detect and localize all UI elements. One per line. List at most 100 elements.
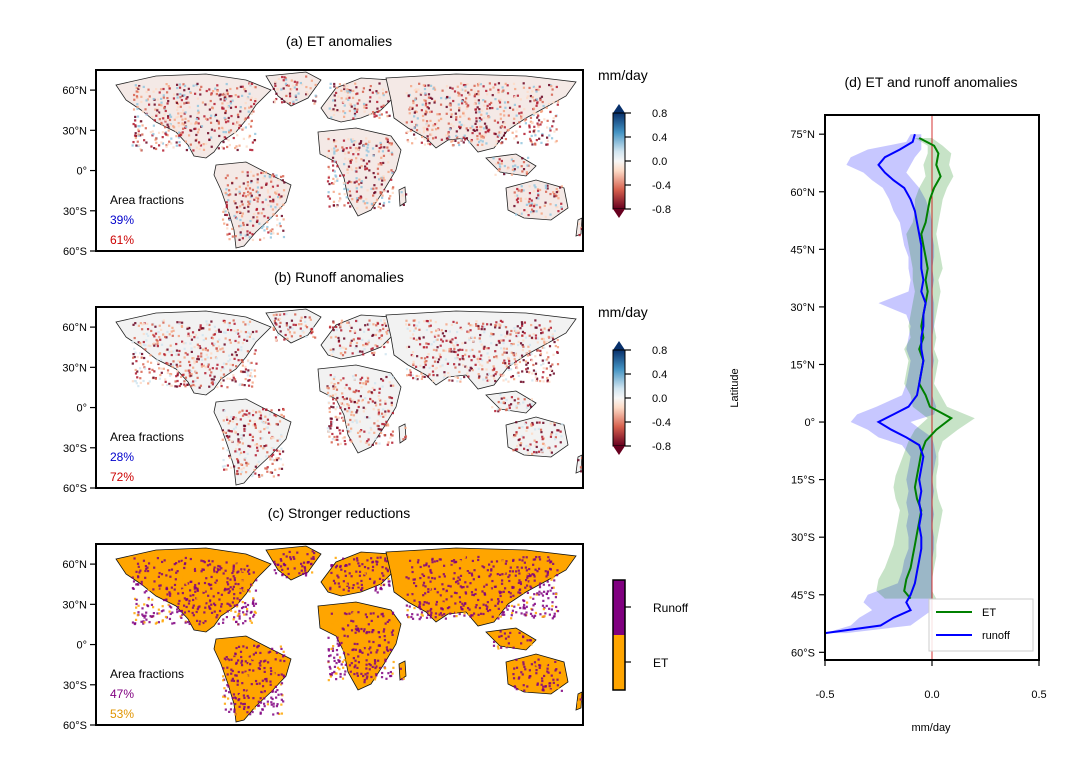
map-pixel — [533, 579, 536, 582]
map-pixel — [539, 573, 542, 576]
map-pixel — [261, 171, 265, 174]
colorbar-tick-label: 0.4 — [652, 132, 667, 144]
map-pixel — [340, 329, 343, 332]
map-pixel — [236, 614, 239, 617]
map-pixel — [211, 367, 214, 370]
map-pixel — [181, 109, 185, 112]
map-pixel — [243, 192, 246, 195]
map-pixel — [477, 327, 480, 330]
map-pixel — [354, 628, 358, 631]
map-pixel — [250, 179, 253, 183]
lat-tick-label: 0° — [76, 166, 87, 178]
map-pixel — [156, 339, 159, 343]
map-pixel — [373, 662, 377, 665]
map-pixel — [270, 232, 273, 235]
map-pixel — [356, 642, 359, 646]
map-pixel — [539, 379, 542, 383]
map-pixel — [165, 144, 168, 147]
map-pixel — [226, 227, 229, 230]
map-pixel — [247, 210, 250, 213]
map-pixel — [271, 458, 274, 461]
map-pixel — [282, 229, 285, 232]
map-pixel — [367, 443, 371, 446]
map-pixel — [515, 431, 518, 434]
map-pixel — [169, 575, 172, 578]
map-pixel — [269, 205, 273, 208]
map-pixel — [267, 196, 270, 199]
map-pixel — [300, 323, 303, 326]
map-pixel — [549, 368, 552, 371]
map-pixel — [441, 364, 444, 367]
map-pixel — [507, 114, 510, 117]
map-pixel — [229, 604, 232, 608]
map-pixel — [235, 620, 238, 624]
map-pixel — [521, 157, 524, 160]
map-pixel — [373, 184, 376, 187]
map-pixel — [537, 197, 540, 200]
map-pixel — [236, 148, 239, 152]
map-pixel — [509, 344, 513, 347]
map-pixel — [222, 331, 226, 334]
map-pixel — [282, 553, 285, 556]
map-pixel — [490, 568, 493, 571]
map-pixel — [333, 94, 336, 97]
map-pixel — [260, 420, 264, 423]
map-pixel — [374, 404, 378, 407]
map-pixel — [244, 605, 248, 608]
map-pixel — [206, 608, 210, 611]
map-pixel — [251, 188, 255, 191]
map-pixel — [484, 596, 487, 599]
map-pixel — [347, 151, 350, 154]
map-pixel — [419, 580, 422, 584]
map-pixel — [577, 459, 580, 462]
map-pixel — [227, 429, 230, 432]
map-pixel — [301, 565, 304, 568]
map-pixel — [135, 570, 138, 573]
map-pixel — [135, 583, 138, 586]
map-pixel — [256, 219, 259, 222]
map-pixel — [181, 127, 185, 130]
map-pixel — [131, 380, 134, 383]
map-pixel — [327, 195, 330, 198]
map-pixel — [166, 134, 169, 137]
map-pixel — [275, 92, 278, 95]
map-pixel — [458, 106, 461, 110]
map-pixel — [299, 319, 302, 322]
map-pixel — [255, 196, 258, 199]
panel-a-map — [115, 71, 583, 249]
map-pixel — [384, 644, 387, 647]
map-pixel — [248, 231, 252, 234]
map-pixel — [252, 409, 255, 412]
map-pixel — [138, 84, 141, 88]
map-pixel — [237, 121, 240, 124]
map-pixel — [198, 147, 201, 151]
map-pixel — [150, 603, 154, 606]
map-pixel — [510, 173, 513, 176]
map-pixel — [503, 605, 506, 608]
map-pixel — [167, 99, 170, 103]
map-pixel — [541, 615, 544, 618]
map-pixel — [445, 112, 448, 115]
map-pixel — [254, 454, 257, 457]
map-pixel — [140, 571, 143, 575]
map-pixel — [506, 356, 510, 359]
map-pixel — [413, 319, 417, 322]
map-pixel — [381, 88, 385, 91]
map-pixel — [235, 145, 238, 148]
map-pixel — [537, 124, 540, 127]
map-pixel — [143, 139, 146, 142]
map-pixel — [417, 566, 421, 569]
map-pixel — [224, 331, 227, 334]
map-pixel — [368, 100, 372, 103]
map-pixel — [161, 131, 164, 134]
map-pixel — [343, 163, 346, 166]
map-pixel — [357, 405, 360, 409]
map-pixel — [152, 611, 155, 615]
map-pixel — [156, 557, 160, 560]
map-pixel — [498, 326, 501, 329]
map-pixel — [375, 674, 378, 677]
map-pixel — [157, 131, 161, 134]
map-pixel — [366, 376, 369, 379]
map-pixel — [348, 586, 351, 589]
map-pixel — [494, 604, 497, 607]
